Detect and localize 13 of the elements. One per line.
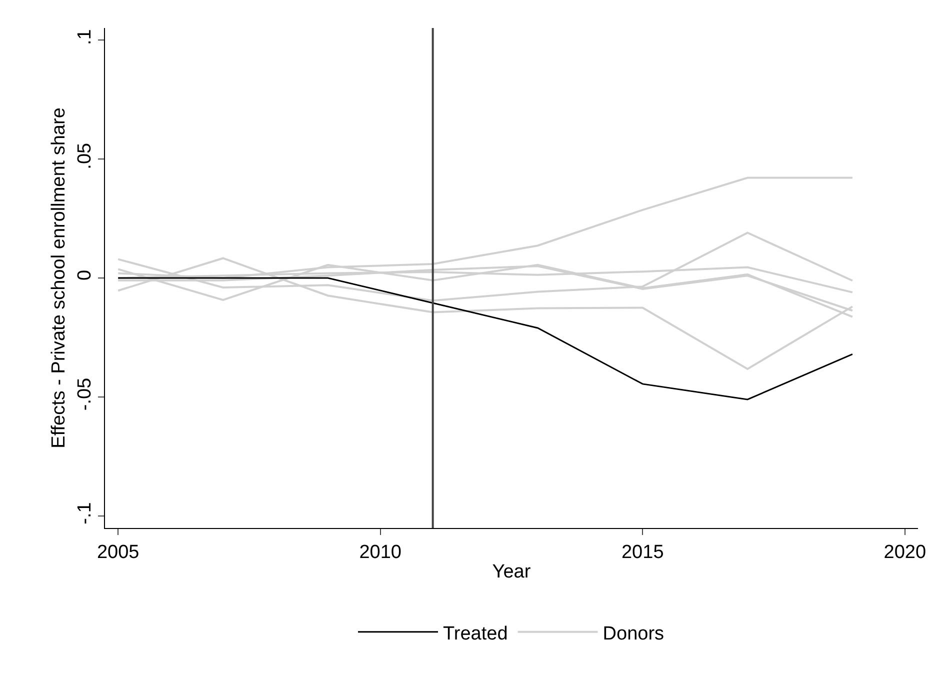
x-tick-label: 2015 bbox=[621, 542, 664, 563]
y-tick-label: -.05 bbox=[74, 378, 96, 411]
x-axis-title: Year bbox=[492, 562, 532, 583]
legend-label: Treated bbox=[443, 623, 508, 644]
legend-label: Donors bbox=[602, 623, 664, 644]
y-tick-label: 0 bbox=[74, 270, 96, 280]
y-axis-title: Effects - Private school enrollment share bbox=[48, 108, 70, 448]
x-tick-label: 2020 bbox=[884, 542, 926, 563]
x-tick-label: 2005 bbox=[96, 542, 140, 563]
y-tick-label: -.1 bbox=[74, 502, 96, 524]
y-tick-label: .05 bbox=[74, 142, 96, 170]
x-tick-label: 2010 bbox=[359, 542, 402, 563]
y-tick-label: .1 bbox=[74, 29, 96, 45]
